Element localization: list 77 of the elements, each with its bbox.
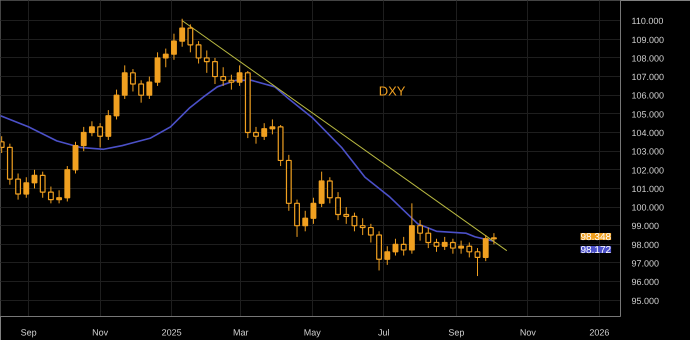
candlestick (88, 120, 95, 137)
candlestick (196, 40, 202, 64)
candlestick (294, 199, 300, 238)
candlestick (310, 197, 316, 224)
candlestick (417, 220, 424, 242)
candlestick (162, 48, 169, 68)
y-tick-label: 97.000 (632, 258, 660, 268)
y-tick-label: 105.000 (632, 109, 664, 120)
candlestick (15, 173, 22, 200)
y-tick-label: 107.000 (632, 72, 664, 82)
candlestick (228, 74, 234, 90)
candlestick (105, 110, 112, 140)
candlestick (269, 118, 276, 135)
x-tick-label: May (304, 328, 322, 338)
candlestick (204, 50, 210, 74)
y-tick-label: 101.000 (632, 184, 664, 194)
candlestick (212, 57, 218, 85)
candlestick (368, 223, 374, 243)
candlestick (360, 218, 366, 236)
annotation: DXY (378, 83, 406, 98)
x-tick-label: Jul (378, 328, 390, 338)
candlestick (458, 240, 464, 254)
y-tick-label: 99.000 (632, 221, 660, 232)
x-tick-label: Mar (233, 328, 249, 338)
candlestick (179, 18, 186, 48)
candlestick (253, 126, 259, 144)
y-tick-label: 104.000 (632, 128, 664, 138)
candlestick (442, 236, 448, 250)
candlestick (482, 234, 489, 262)
y-tick-label: 109.000 (632, 34, 664, 45)
candlestick (32, 169, 38, 189)
candlestick (171, 33, 177, 60)
x-tick-label: Sep (448, 328, 464, 338)
candlestick (48, 186, 54, 204)
candlestick (23, 176, 30, 198)
x-tick-label: 2025 (162, 328, 182, 338)
y-tick-label: 102.000 (632, 165, 664, 176)
candlestick (425, 227, 432, 249)
candlestick (318, 171, 325, 208)
candlestick (302, 210, 308, 232)
candlestick (130, 68, 136, 92)
candlestick (384, 246, 390, 266)
candlestick (97, 122, 104, 148)
candlestick (450, 238, 456, 254)
y-tick-label: 100.000 (632, 202, 664, 213)
y-tick-label: 103.000 (632, 146, 664, 157)
candlestick (400, 236, 407, 256)
x-tick-label: 2026 (589, 328, 610, 338)
candlestick (326, 176, 333, 204)
x-tick-label: Nov (520, 328, 536, 338)
candlestick (122, 64, 128, 100)
candlestick (466, 242, 472, 258)
y-tick-label: 108.000 (632, 53, 664, 64)
candlestick (187, 24, 194, 53)
candlestick (146, 76, 152, 100)
candlestick (490, 232, 497, 245)
candlestick (434, 238, 440, 252)
candlestick (56, 190, 62, 204)
candlestick (80, 126, 87, 152)
candlestick (114, 89, 120, 120)
y-tick-label: 95.000 (632, 296, 660, 306)
candlestick (138, 80, 144, 104)
x-tick-label: Sep (20, 328, 37, 338)
candlestick (261, 122, 268, 140)
candlestick (352, 212, 358, 232)
candlestick (474, 248, 480, 277)
candlestick (335, 192, 341, 221)
candlestick (236, 64, 243, 86)
y-tick-label: 106.000 (632, 90, 664, 101)
candlestick (343, 206, 350, 224)
candlestick (220, 66, 226, 86)
y-tick-label: 98.000 (632, 240, 660, 250)
y-tick-label: 96.000 (632, 277, 660, 288)
candlestick (40, 171, 46, 198)
y-tick-label: 110.000 (632, 16, 664, 26)
candlestick (392, 238, 398, 256)
x-tick-label: Nov (92, 328, 109, 338)
